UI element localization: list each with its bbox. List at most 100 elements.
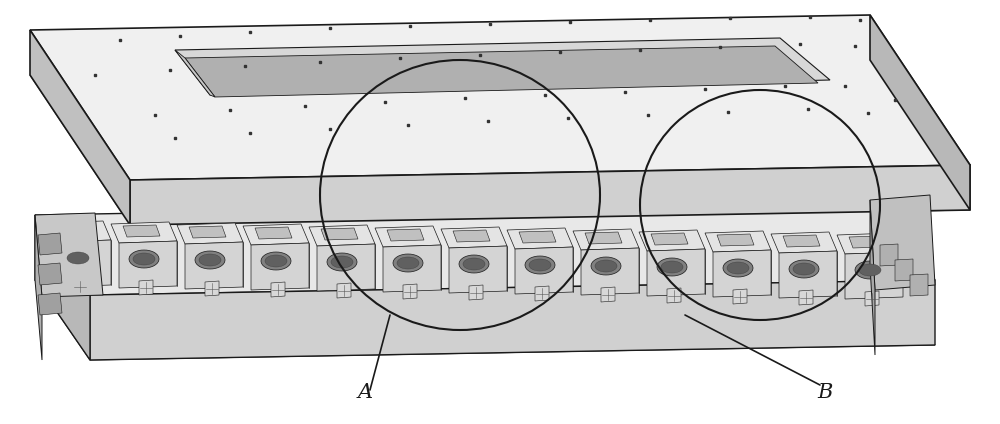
Polygon shape	[309, 225, 375, 246]
Polygon shape	[35, 200, 935, 295]
Ellipse shape	[723, 259, 753, 277]
Ellipse shape	[331, 256, 353, 268]
Polygon shape	[519, 231, 556, 243]
Polygon shape	[57, 224, 94, 236]
Polygon shape	[255, 227, 292, 239]
Polygon shape	[30, 15, 970, 180]
Polygon shape	[45, 221, 111, 242]
Ellipse shape	[529, 259, 551, 271]
Ellipse shape	[459, 255, 489, 273]
Polygon shape	[387, 229, 424, 241]
Ellipse shape	[789, 260, 819, 278]
Polygon shape	[581, 248, 639, 295]
Polygon shape	[337, 283, 351, 298]
Polygon shape	[189, 226, 226, 238]
Polygon shape	[880, 244, 898, 266]
Polygon shape	[383, 245, 441, 292]
Polygon shape	[317, 244, 375, 291]
Polygon shape	[515, 247, 573, 294]
Polygon shape	[895, 259, 913, 281]
Ellipse shape	[67, 252, 89, 264]
Polygon shape	[38, 233, 62, 255]
Polygon shape	[849, 236, 886, 248]
Polygon shape	[865, 291, 879, 306]
Polygon shape	[469, 285, 483, 300]
Polygon shape	[441, 227, 507, 248]
Polygon shape	[375, 226, 441, 247]
Ellipse shape	[397, 257, 419, 269]
Polygon shape	[205, 281, 219, 296]
Polygon shape	[507, 228, 573, 249]
Polygon shape	[271, 282, 285, 297]
Polygon shape	[119, 241, 177, 288]
Polygon shape	[38, 263, 62, 285]
Polygon shape	[535, 286, 549, 301]
Polygon shape	[35, 213, 103, 297]
Polygon shape	[453, 230, 490, 242]
Ellipse shape	[525, 256, 555, 274]
Polygon shape	[647, 249, 705, 296]
Polygon shape	[705, 231, 771, 252]
Polygon shape	[185, 242, 243, 289]
Ellipse shape	[265, 255, 287, 267]
Polygon shape	[573, 229, 639, 250]
Ellipse shape	[859, 264, 881, 276]
Polygon shape	[251, 243, 309, 290]
Polygon shape	[799, 290, 813, 305]
Polygon shape	[90, 280, 935, 360]
Ellipse shape	[463, 258, 485, 270]
Polygon shape	[111, 222, 177, 243]
Polygon shape	[713, 250, 771, 297]
Polygon shape	[35, 215, 90, 360]
Ellipse shape	[595, 260, 617, 272]
Polygon shape	[771, 232, 837, 253]
Ellipse shape	[327, 253, 357, 271]
Polygon shape	[837, 233, 903, 254]
Polygon shape	[870, 15, 970, 210]
Ellipse shape	[855, 261, 885, 279]
Ellipse shape	[199, 254, 221, 266]
Polygon shape	[845, 252, 903, 299]
Polygon shape	[35, 265, 935, 360]
Polygon shape	[910, 274, 928, 296]
Polygon shape	[243, 224, 309, 245]
Ellipse shape	[727, 262, 749, 274]
Polygon shape	[870, 195, 935, 290]
Polygon shape	[30, 60, 970, 225]
Polygon shape	[53, 240, 111, 287]
Ellipse shape	[591, 257, 621, 275]
Polygon shape	[639, 230, 705, 251]
Polygon shape	[35, 215, 42, 360]
Polygon shape	[733, 289, 747, 304]
Ellipse shape	[657, 258, 687, 276]
Ellipse shape	[661, 261, 683, 273]
Ellipse shape	[393, 254, 423, 272]
Text: B: B	[817, 383, 833, 402]
Polygon shape	[651, 233, 688, 245]
Polygon shape	[870, 200, 875, 355]
Polygon shape	[585, 232, 622, 244]
Ellipse shape	[195, 251, 225, 269]
Polygon shape	[73, 279, 87, 294]
Polygon shape	[123, 225, 160, 237]
Polygon shape	[139, 280, 153, 295]
Polygon shape	[321, 228, 358, 240]
Ellipse shape	[133, 253, 155, 265]
Polygon shape	[185, 46, 818, 97]
Polygon shape	[175, 38, 830, 95]
Polygon shape	[601, 287, 615, 302]
Ellipse shape	[793, 263, 815, 275]
Polygon shape	[30, 30, 130, 225]
Polygon shape	[130, 165, 970, 225]
Polygon shape	[449, 246, 507, 293]
Polygon shape	[783, 235, 820, 247]
Ellipse shape	[261, 252, 291, 270]
Ellipse shape	[129, 250, 159, 268]
Ellipse shape	[63, 249, 93, 267]
Polygon shape	[717, 234, 754, 246]
Polygon shape	[177, 223, 243, 244]
Polygon shape	[779, 251, 837, 298]
Polygon shape	[175, 50, 215, 97]
Polygon shape	[667, 288, 681, 303]
Polygon shape	[38, 293, 62, 315]
